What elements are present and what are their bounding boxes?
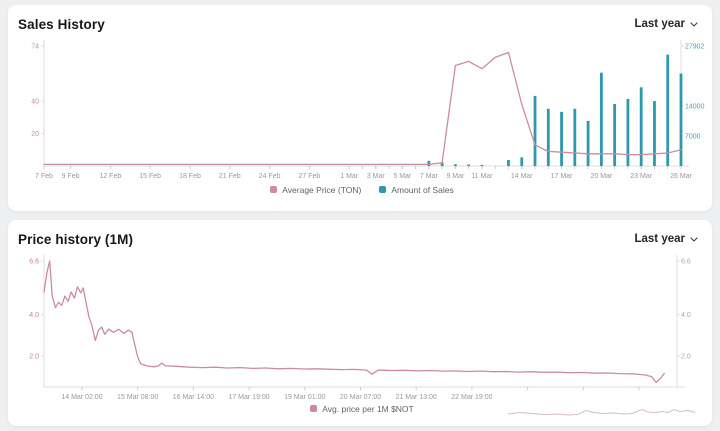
x-axis-tick-label: 17 Mar [551,173,573,180]
x-axis-tick-label: 22 Mar 19:00 [451,394,492,399]
legend-item-average-price[interactable]: Average Price (TON) [270,185,361,195]
y-axis-tick-label: 7000 [685,133,701,140]
range-selector-price[interactable]: Last year [634,233,698,245]
x-axis-tick-label: 20 Mar [590,173,612,180]
sales-bar [507,159,510,166]
x-axis-tick-label: 12 Feb [99,173,121,180]
y-axis-tick-label: 40 [31,99,39,106]
sales-bar [573,108,577,166]
price-history-panel: Price history (1M) Last year 6.6 4.0 2.0 6.… [8,220,712,426]
sales-bar [533,95,537,166]
x-axis-tick-label: 16 Mar 14:00 [173,394,214,399]
x-axis-tick-label: 14 Mar [511,173,533,180]
sales-history-chart[interactable]: 74 40 20 27902 14000 7000 7 Feb 9 Feb 12 Feb 15 F… [18,38,706,180]
price-history-chart[interactable]: 6.6 4.0 2.0 6.6 4.0 2.0 14 Mar 02:00 15 Mar 08:… [18,253,706,399]
legend-swatch [270,186,278,193]
chevron-down-icon [690,236,698,242]
legend-swatch [379,186,387,193]
range-selector-sales[interactable]: Last year [634,18,698,30]
watermark-sparkline [507,408,696,416]
legend-item-avg-price-not[interactable]: Avg. price per 1M $NOT [310,404,414,414]
range-label: Last year [634,233,685,245]
legend-label: Amount of Sales [391,184,454,195]
x-axis-tick-label: 21 Feb [219,173,241,180]
x-axis-tick-label: 21 Mar 13:00 [396,394,437,399]
price-legend: Avg. price per 1M $NOT [18,401,706,416]
panel-title: Price history (1M) [18,231,134,247]
x-axis-tick-label: 26 Mar [670,173,692,180]
panel-header: Price history (1M) Last year [18,228,706,250]
x-axis-tick-label: 11 Mar [471,173,493,180]
x-axis-tick-label: 27 Feb [299,173,321,180]
chevron-down-icon [690,21,698,27]
legend-swatch [310,405,318,412]
sales-bar [653,101,656,166]
x-axis-tick-label: 15 Feb [139,173,161,180]
y-axis-tick-label: 4.0 [29,312,39,319]
sales-bar [480,164,484,166]
sales-bar [639,87,643,166]
sales-history-panel: Sales History Last year 74 40 20 27902 14000… [8,5,712,211]
sales-bar [586,120,590,166]
y-axis-tick-label: 27902 [685,44,705,51]
x-axis-tick-label: 7 Feb [35,173,53,180]
sales-bar [679,73,683,166]
y-axis-tick-label: 20 [31,131,39,138]
sales-bar [666,54,670,166]
y-axis-tick-label: 6.6 [681,259,691,266]
y-axis-tick-label: 2.0 [681,354,691,361]
x-axis-tick-label: 18 Feb [179,173,201,180]
x-axis-tick-label: 9 Mar [446,173,465,180]
sales-bar [546,108,550,166]
sales-bar [440,162,444,166]
x-axis-tick-label: 14 Mar 02:00 [61,394,102,399]
y-axis-tick-label: 6.6 [29,259,39,266]
x-axis-tick-label: 7 Mar [420,173,439,180]
legend-item-amount-of-sales[interactable]: Amount of Sales [379,184,454,195]
price-line [43,51,682,166]
x-axis-tick-label: 20 Mar 07:00 [340,394,381,399]
sales-bar [453,164,457,166]
price-line [43,260,665,384]
y-axis-tick-label: 74 [31,44,39,51]
sales-bar [520,157,524,166]
x-axis-tick-label: 3 Mar [367,173,386,180]
sales-bar [560,111,563,166]
x-axis-tick-label: 24 Feb [259,173,281,180]
sales-legend: Average Price (TON) Amount of Sales [18,182,706,197]
x-axis-tick-label: 23 Mar [630,173,652,180]
sales-bar [626,98,630,166]
y-axis-tick-label: 4.0 [681,312,691,319]
sales-bar [427,160,431,166]
legend-label: Average Price (TON) [282,184,362,195]
y-axis-tick-label: 2.0 [29,354,39,361]
x-axis-tick-label: 19 Mar 01:00 [284,394,325,399]
legend-label: Avg. price per 1M $NOT [322,403,414,414]
sales-bar [599,72,603,166]
sales-bar [613,104,617,166]
x-axis-tick-label: 5 Mar [393,173,412,180]
sales-bar [467,164,471,166]
panel-header: Sales History Last year [18,13,706,35]
range-label: Last year [634,18,685,30]
x-axis-tick-label: 17 Mar 19:00 [228,394,269,399]
panel-title: Sales History [18,16,105,32]
x-axis-tick-label: 15 Mar 08:00 [117,394,158,399]
y-axis-tick-label: 14000 [685,103,705,110]
x-axis-tick-label: 9 Feb [62,173,80,180]
x-axis-tick-label: 1 Mar [340,173,359,180]
